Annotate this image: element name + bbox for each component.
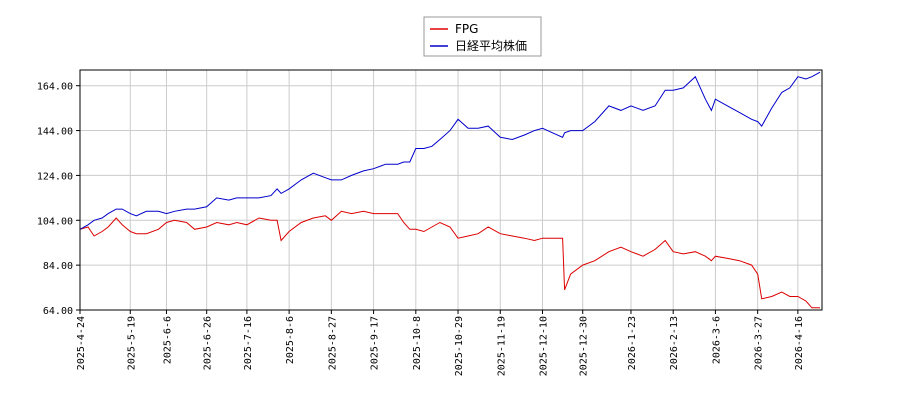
- y-tick-label: 64.00: [43, 306, 73, 317]
- series-lines: [79, 71, 821, 309]
- x-tick-label: 2026-3-27: [754, 316, 765, 370]
- y-tick-label: 104.00: [37, 216, 73, 227]
- x-tick-label: 2025-12-10: [538, 316, 549, 376]
- y-tick-label: 164.00: [37, 82, 73, 93]
- legend-label-1: 日経平均株価: [455, 38, 527, 53]
- x-tick-label: 2025-11-19: [496, 316, 507, 376]
- legend-label-0: FPG: [455, 22, 478, 36]
- x-tick-label: 2025-8-27: [327, 316, 338, 370]
- x-tick-label: 2025-4-24: [76, 316, 87, 370]
- y-tick-label: 124.00: [37, 171, 73, 182]
- x-tick-label: 2025-8-6: [285, 316, 296, 364]
- x-tick-label: 2025-9-17: [370, 316, 381, 370]
- x-tick-label: 2025-12-30: [579, 316, 590, 376]
- series-line-1: [79, 71, 821, 230]
- legend: FPG 日経平均株価: [423, 16, 542, 57]
- y-tick-label: 144.00: [37, 127, 73, 138]
- x-tick-label: 2026-1-23: [627, 316, 638, 370]
- series-line-0: [79, 210, 820, 309]
- x-tick-label: 2025-6-26: [203, 316, 214, 370]
- legend-box: [423, 16, 542, 57]
- x-tick-label: 2026-3-6: [711, 316, 722, 364]
- x-tick-label: 2025-10-8: [412, 316, 423, 370]
- x-tick-label: 2026-2-13: [669, 316, 680, 370]
- grid-lines: [79, 70, 822, 311]
- x-tick-label: 2025-5-19: [126, 316, 137, 370]
- y-axis-ticks: 64.00 84.00 104.00 124.00 144.00 164.00: [37, 82, 80, 317]
- plot-frame: [79, 69, 823, 311]
- x-axis-ticks: 2025-4-24 2025-5-19 2025-6-6 2025-6-26 2025-…: [76, 310, 805, 376]
- x-tick-label: 2025-7-16: [243, 316, 254, 370]
- x-tick-label: 2026-4-16: [794, 316, 805, 370]
- x-tick-label: 2025-10-29: [454, 316, 465, 376]
- y-tick-label: 84.00: [43, 261, 73, 272]
- x-tick-label: 2025-6-6: [162, 316, 173, 364]
